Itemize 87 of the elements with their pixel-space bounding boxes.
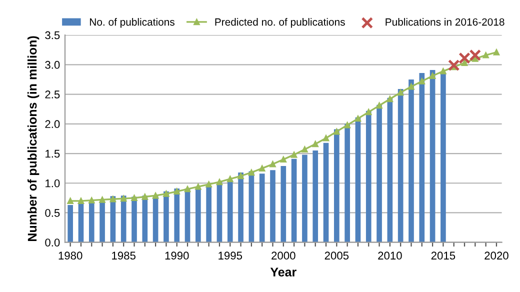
bar bbox=[68, 205, 73, 242]
bar bbox=[196, 188, 201, 242]
point bbox=[312, 140, 318, 148]
x-axis-title: Year bbox=[270, 268, 296, 276]
point bbox=[397, 89, 404, 96]
x-tick-label: 1980 bbox=[58, 252, 82, 260]
point bbox=[238, 172, 244, 180]
point bbox=[290, 152, 298, 158]
y-tick-label: 0.5 bbox=[45, 209, 60, 217]
bar bbox=[174, 188, 180, 242]
point bbox=[302, 146, 308, 152]
bar bbox=[120, 196, 126, 242]
y-tick-label: 1.5 bbox=[46, 150, 60, 158]
bar bbox=[78, 203, 84, 242]
bar bbox=[387, 98, 393, 242]
bar bbox=[440, 72, 446, 242]
bar bbox=[344, 124, 350, 242]
bar bbox=[227, 180, 233, 242]
y-tick-label: 1.0 bbox=[46, 179, 60, 188]
bar bbox=[376, 104, 382, 242]
point bbox=[280, 156, 287, 163]
x-tick-label: 1995 bbox=[218, 252, 242, 260]
point bbox=[461, 60, 468, 66]
bar bbox=[334, 129, 340, 242]
point bbox=[206, 181, 212, 188]
x-tick-label: 1990 bbox=[165, 252, 189, 260]
point bbox=[78, 198, 84, 204]
point bbox=[227, 176, 234, 182]
bar bbox=[430, 70, 436, 242]
point bbox=[258, 165, 266, 172]
point bbox=[334, 128, 340, 135]
point bbox=[67, 198, 74, 204]
bar bbox=[164, 191, 169, 242]
point bbox=[493, 49, 500, 56]
point bbox=[131, 194, 138, 202]
bar bbox=[280, 166, 286, 242]
point bbox=[366, 108, 372, 116]
bar bbox=[302, 154, 308, 242]
bar bbox=[408, 79, 414, 242]
legend-label: Publications in 2016-2018 bbox=[386, 18, 504, 26]
point bbox=[184, 186, 191, 192]
y-axis-title: Number of publications (in million) bbox=[27, 36, 40, 241]
point bbox=[418, 78, 426, 84]
point bbox=[448, 59, 460, 72]
y-tick-label: 2.0 bbox=[45, 120, 60, 128]
point bbox=[120, 195, 127, 202]
legend-label: No. of publications bbox=[90, 18, 174, 28]
point bbox=[152, 192, 159, 199]
bar bbox=[419, 72, 425, 242]
point bbox=[386, 96, 394, 102]
point bbox=[216, 178, 223, 186]
x-tick-label: 1985 bbox=[112, 252, 136, 260]
legend-label: Predicted no. of publications bbox=[215, 18, 345, 28]
bar bbox=[142, 196, 148, 242]
x-tick-label: 2020 bbox=[484, 252, 508, 260]
point bbox=[88, 197, 95, 204]
point bbox=[174, 188, 180, 195]
bar bbox=[206, 185, 212, 242]
bar bbox=[312, 150, 318, 242]
y-tick-label: 2.5 bbox=[45, 90, 60, 98]
y-tick-label: 3.0 bbox=[45, 60, 60, 69]
y-tick-label: 3.5 bbox=[45, 31, 60, 40]
point bbox=[408, 83, 414, 90]
bar bbox=[355, 117, 361, 242]
point bbox=[429, 72, 436, 80]
point bbox=[354, 115, 362, 122]
bar bbox=[238, 172, 244, 242]
y-tick-label: 0.0 bbox=[45, 238, 60, 246]
x-tick-label: 2015 bbox=[431, 252, 456, 260]
x-tick-label: 2000 bbox=[272, 252, 296, 260]
bar bbox=[366, 110, 372, 242]
point bbox=[248, 169, 255, 176]
point bbox=[142, 194, 148, 200]
bar bbox=[132, 196, 137, 242]
point bbox=[376, 102, 382, 109]
bar bbox=[291, 158, 297, 242]
point bbox=[344, 122, 350, 128]
point bbox=[322, 134, 330, 142]
bar bbox=[323, 142, 329, 242]
bar bbox=[259, 174, 265, 242]
bar bbox=[88, 201, 94, 242]
x-tick-label: 2010 bbox=[378, 252, 402, 260]
bar bbox=[398, 88, 404, 242]
bar bbox=[100, 200, 105, 242]
point bbox=[110, 196, 116, 202]
bar bbox=[270, 170, 276, 242]
x-tick-label: 2005 bbox=[324, 252, 349, 260]
